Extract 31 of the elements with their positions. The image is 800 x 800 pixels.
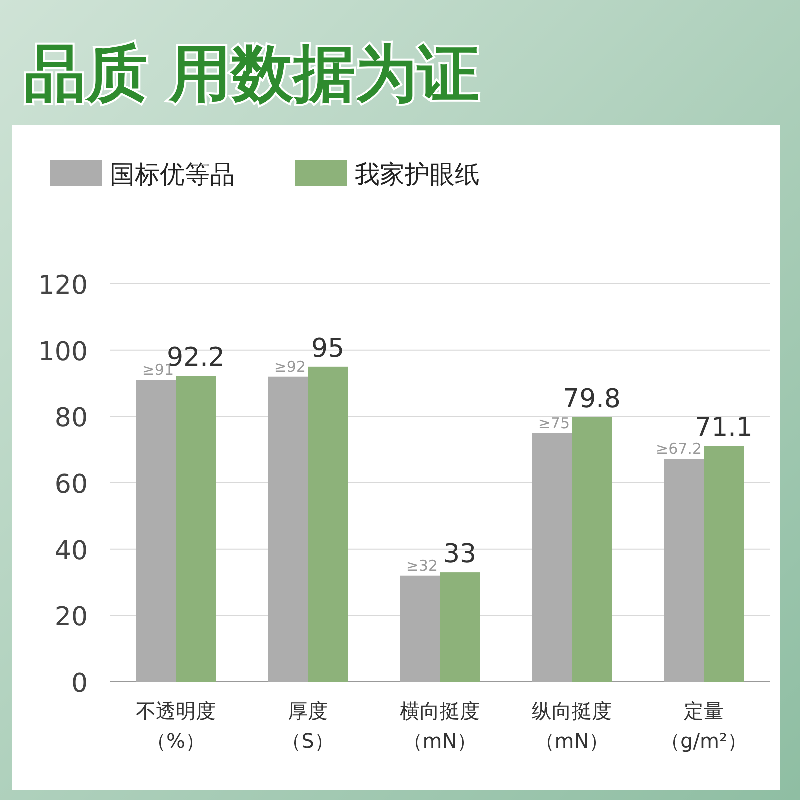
bar [532,433,572,682]
y-tick-label: 0 [71,669,88,699]
data-label: 33 [443,540,477,570]
chart-title: 品质 用数据为证 [24,37,480,110]
x-tick-label: 纵向挺度（mN） [532,699,612,753]
bar [440,572,480,682]
data-label: ≥75 [538,414,570,432]
bar [176,376,216,682]
legend-label: 国标优等品 [110,160,235,189]
data-label: ≥92 [274,358,306,376]
data-label: 95 [311,334,345,364]
y-tick-label: 100 [38,337,88,368]
x-tick-label: 不透明度（%） [136,699,216,753]
bar [308,366,348,682]
y-tick-label: 80 [54,404,88,434]
y-tick-label: 60 [54,470,88,500]
bar [268,376,308,682]
x-tick-label: 厚度（S） [282,699,334,753]
x-tick-label: 定量（g/m²） [660,699,748,753]
bar [400,576,440,682]
bar [664,459,704,682]
y-tick-label: 120 [38,271,88,301]
y-tick-label: 20 [54,602,88,633]
data-label: ≥32 [406,556,438,575]
y-tick-label: 40 [54,536,88,566]
bar [136,380,176,682]
bar [704,446,744,682]
x-tick-label: 横向挺度（mN） [400,699,480,753]
bar [572,417,612,682]
legend-label: 我家护眼纸 [355,160,480,189]
data-label: 79.8 [563,384,621,414]
